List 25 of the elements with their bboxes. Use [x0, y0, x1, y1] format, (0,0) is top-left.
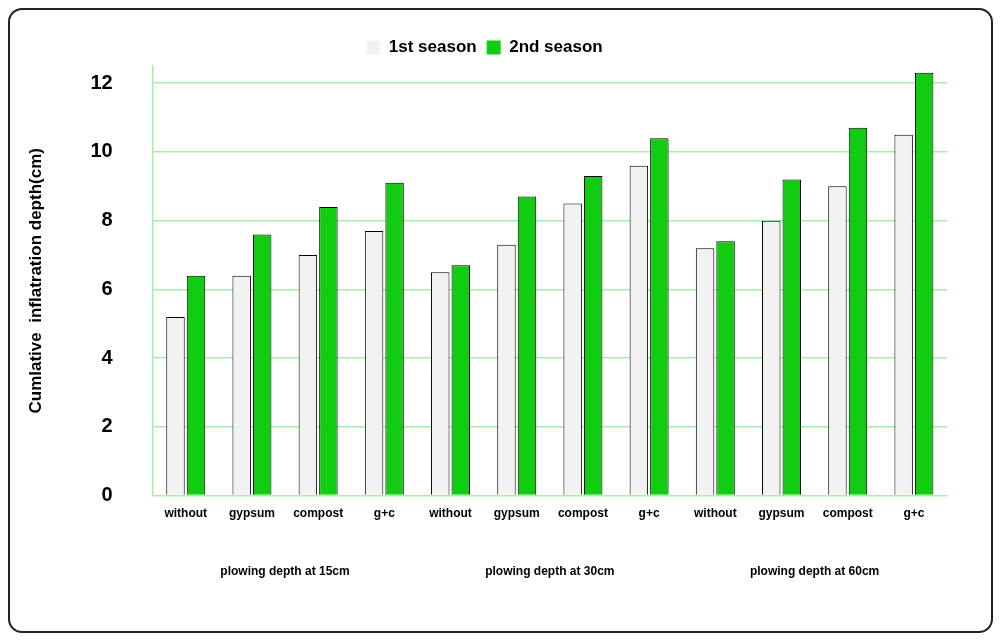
x-tick-label: without — [163, 506, 208, 521]
y-tick-label: 10 — [90, 139, 113, 162]
x-tick-label: g+c — [638, 506, 660, 521]
text: plowing depth at 30cm — [485, 564, 615, 579]
x-tick-label: compost — [822, 506, 873, 521]
x-tick-label: gypsum — [493, 506, 540, 521]
y-axis-title: Cumlative inflatration depth(cm) — [25, 148, 45, 414]
y-tick-label: 6 — [101, 276, 113, 299]
legend-label: 2nd season — [509, 37, 603, 57]
x-tick-label: compost — [293, 506, 344, 521]
x-tick-label: without — [428, 506, 472, 521]
x-tick-label: g+c — [903, 506, 925, 521]
text: plowing depth at 60cm — [749, 564, 880, 579]
legend-label: 1st season — [388, 37, 477, 57]
y-tick-label: 8 — [101, 208, 113, 231]
x-tick-label: without — [692, 506, 737, 521]
y-tick-label: 4 — [101, 345, 114, 368]
x-tick-label: gypsum — [228, 506, 275, 521]
text: plowing depth at 15cm — [220, 564, 350, 579]
y-tick-label: 12 — [90, 70, 113, 93]
y-tick-label: 0 — [101, 483, 113, 506]
x-tick-label: compost — [557, 506, 608, 521]
x-tick-label: gypsum — [758, 506, 805, 521]
x-tick-label: g+c — [373, 506, 396, 521]
y-tick-label: 2 — [101, 414, 113, 437]
